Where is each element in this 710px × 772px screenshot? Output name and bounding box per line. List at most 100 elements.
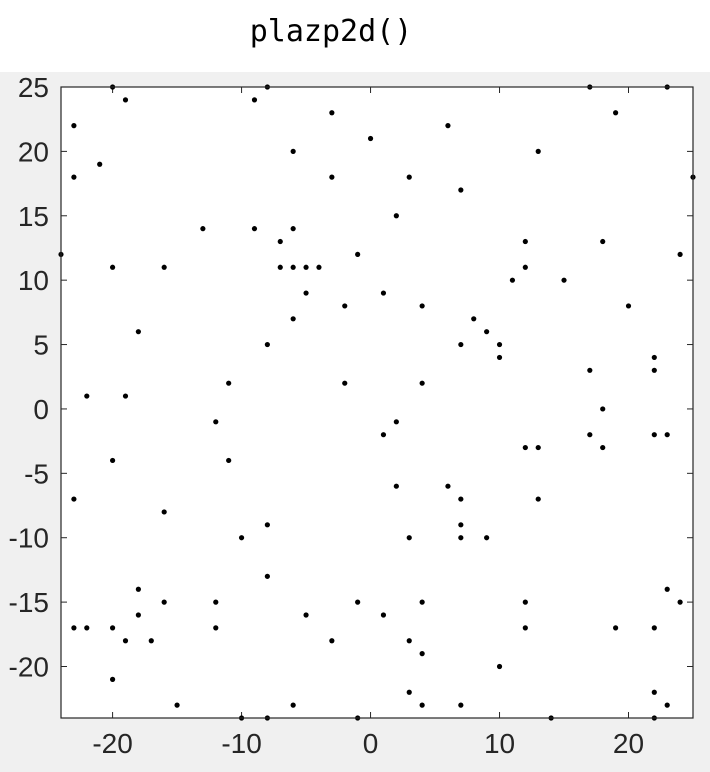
data-point bbox=[651, 367, 657, 373]
data-point bbox=[84, 625, 90, 631]
data-point bbox=[625, 303, 632, 309]
data-point bbox=[613, 110, 619, 116]
data-point bbox=[522, 625, 528, 631]
data-point bbox=[97, 161, 103, 167]
data-point bbox=[471, 316, 477, 322]
y-tick-label: 20 bbox=[18, 136, 49, 167]
data-point bbox=[238, 535, 245, 541]
data-point bbox=[600, 444, 606, 451]
data-point bbox=[135, 586, 141, 592]
data-point bbox=[406, 638, 412, 644]
x-tick-label: 10 bbox=[484, 728, 515, 759]
data-point bbox=[316, 264, 322, 270]
data-point bbox=[664, 586, 670, 592]
data-point bbox=[445, 123, 451, 129]
data-point bbox=[342, 303, 348, 309]
data-point bbox=[380, 290, 387, 296]
y-tick-label: -5 bbox=[24, 458, 49, 489]
data-point bbox=[600, 406, 606, 412]
data-point bbox=[458, 496, 464, 502]
data-point bbox=[277, 238, 283, 245]
data-point bbox=[419, 702, 425, 708]
data-point bbox=[458, 522, 464, 528]
data-point bbox=[122, 638, 129, 644]
data-point bbox=[677, 251, 683, 258]
data-point bbox=[251, 226, 258, 232]
chart-title: plazp2d() bbox=[249, 14, 413, 49]
data-point bbox=[419, 651, 425, 657]
data-point bbox=[71, 174, 77, 180]
y-tick-label: -20 bbox=[9, 651, 49, 682]
data-point bbox=[393, 419, 399, 425]
data-point bbox=[109, 676, 116, 682]
data-point bbox=[651, 689, 657, 695]
figure-area: -20 -10 0 10 20 25 20 15 10 5 0 -5 -10 -15 -20 bbox=[0, 72, 710, 772]
y-tick-label: 15 bbox=[18, 201, 49, 232]
data-point bbox=[71, 123, 77, 129]
data-point bbox=[380, 612, 387, 618]
y-tick-label: 10 bbox=[18, 265, 49, 296]
data-point bbox=[651, 432, 657, 438]
data-point bbox=[587, 432, 593, 438]
data-point bbox=[419, 303, 425, 309]
data-point bbox=[535, 496, 541, 502]
data-point bbox=[161, 599, 167, 605]
data-point bbox=[522, 444, 528, 451]
y-tick-label: -10 bbox=[9, 523, 49, 554]
data-point bbox=[71, 496, 77, 502]
data-point bbox=[109, 457, 116, 464]
data-point bbox=[174, 702, 180, 708]
data-point bbox=[419, 380, 425, 386]
data-point bbox=[445, 483, 451, 489]
data-point bbox=[290, 702, 296, 708]
data-point bbox=[303, 264, 309, 270]
x-tick-label: -20 bbox=[92, 728, 132, 759]
data-point bbox=[651, 625, 657, 631]
data-point bbox=[303, 612, 309, 618]
data-point bbox=[496, 341, 503, 348]
axes-box bbox=[60, 86, 694, 719]
data-point bbox=[200, 226, 206, 232]
data-point bbox=[122, 393, 129, 399]
y-tick-label: 25 bbox=[18, 72, 49, 103]
data-point bbox=[535, 444, 541, 451]
data-point bbox=[509, 277, 516, 283]
data-point bbox=[135, 612, 141, 618]
data-point bbox=[613, 625, 619, 631]
data-point bbox=[535, 148, 541, 154]
data-point bbox=[458, 535, 464, 541]
data-point bbox=[213, 419, 219, 425]
data-point bbox=[522, 599, 528, 605]
data-point bbox=[290, 264, 296, 270]
data-point bbox=[651, 354, 657, 361]
data-point bbox=[109, 264, 116, 270]
y-tick-label: 0 bbox=[33, 394, 49, 425]
data-point bbox=[664, 702, 670, 708]
data-point bbox=[161, 264, 167, 270]
data-point bbox=[213, 625, 219, 631]
data-point bbox=[264, 341, 270, 348]
x-tick-label: -10 bbox=[221, 728, 261, 759]
data-point bbox=[380, 432, 387, 438]
data-point bbox=[161, 509, 167, 515]
data-point bbox=[277, 264, 283, 270]
data-point bbox=[355, 251, 361, 258]
data-point bbox=[135, 329, 141, 335]
data-point bbox=[458, 702, 464, 708]
data-point bbox=[587, 367, 593, 373]
data-point bbox=[71, 625, 77, 631]
y-tick-label: 5 bbox=[33, 330, 49, 361]
data-point bbox=[496, 354, 503, 361]
data-point bbox=[367, 135, 374, 142]
data-point bbox=[122, 97, 129, 103]
data-point bbox=[251, 97, 258, 103]
data-point bbox=[458, 341, 464, 348]
data-point bbox=[303, 290, 309, 296]
data-point bbox=[148, 638, 154, 644]
data-point bbox=[419, 599, 425, 605]
data-point bbox=[664, 432, 670, 438]
data-point bbox=[522, 264, 528, 270]
data-point bbox=[290, 148, 296, 154]
data-point bbox=[406, 174, 412, 180]
data-point bbox=[213, 599, 219, 605]
